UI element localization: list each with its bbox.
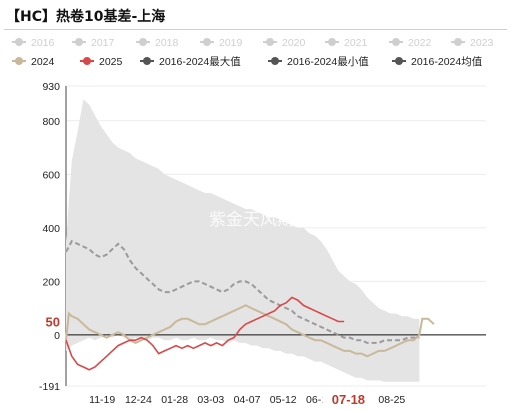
legend-marker-2017: [75, 38, 83, 46]
legend-label-4: 2016-2024均值: [411, 55, 483, 68]
legend-label-2019: 2019: [219, 37, 243, 49]
legend-marker-2020: [266, 38, 274, 46]
x-tick-label-04-07: 04-07: [234, 394, 261, 406]
y-tick-label-600: 600: [42, 169, 60, 181]
x-tick-label-05-12: 05-12: [270, 394, 297, 406]
series-line-mean: [65, 239, 420, 344]
x-tick-label-11-19: 11-19: [89, 394, 115, 406]
y-tick-label-400: 400: [42, 223, 60, 235]
chart-title: 【HC】热卷10基差-上海: [6, 9, 166, 25]
x-tick-label-08-25: 08-25: [378, 394, 405, 406]
legend-label-2017: 2017: [91, 37, 115, 49]
watermark: 紫金天风期货: [209, 210, 311, 230]
x-tick-label-01-28: 01-28: [161, 394, 188, 406]
x-tick-label-12-24: 12-24: [125, 394, 152, 406]
legend-marker-2022: [392, 38, 400, 46]
legend-label-2023: 2023: [470, 37, 494, 49]
y-tick-label-200: 200: [42, 276, 60, 288]
x-tick-label-03-03: 03-03: [197, 394, 224, 406]
y-tick-label-0: 0: [54, 330, 60, 342]
legend-label-2020: 2020: [282, 37, 306, 49]
legend-label-0: 2024: [31, 56, 55, 68]
legend-marker-2018: [139, 38, 147, 46]
range-band: [66, 99, 420, 382]
legend-label-3: 2016-2024最小值: [287, 55, 369, 68]
series-line-2024: [65, 304, 435, 358]
legend-marker-4: [395, 57, 403, 65]
legend-label-2022: 2022: [408, 37, 432, 49]
highlight-value-label: 50: [46, 315, 60, 330]
legend-marker-2016: [15, 38, 23, 46]
legend-label-2018: 2018: [155, 37, 179, 49]
legend-label-2: 2016-2024最大值: [159, 55, 241, 68]
y-tick-label--191: -191: [39, 381, 60, 393]
legend-marker-2019: [203, 38, 211, 46]
highlight-tick-bg: [322, 390, 375, 408]
legend-label-2016: 2016: [31, 37, 55, 49]
legend-marker-2021: [328, 38, 336, 46]
legend-label-1: 2025: [99, 56, 123, 68]
y-tick-label-930: 930: [42, 81, 60, 93]
y-tick-label-800: 800: [42, 116, 60, 128]
highlight-tick-label: 07-18: [332, 392, 365, 407]
legend-label-2021: 2021: [344, 37, 368, 49]
legend-marker-0: [15, 57, 23, 65]
title-divider: [4, 29, 507, 30]
legend-marker-2: [143, 57, 151, 65]
legend-marker-1: [83, 57, 91, 65]
series-line-2025: [65, 296, 345, 371]
legend-marker-3: [271, 57, 279, 65]
legend-marker-2023: [454, 38, 462, 46]
